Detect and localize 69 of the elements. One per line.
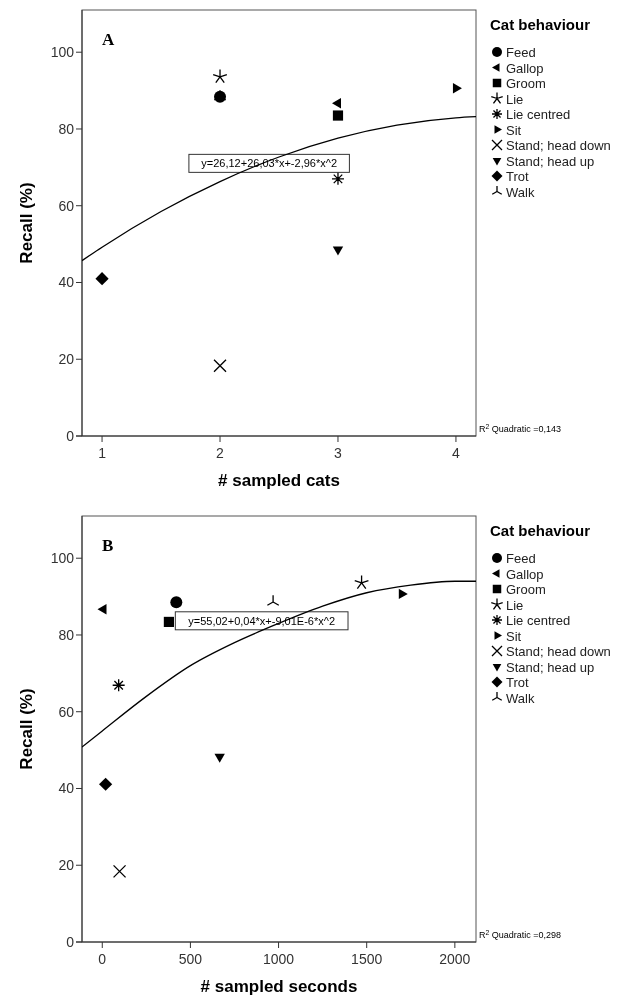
x-tick-label: 2000	[439, 951, 471, 967]
legend-label: Lie centred	[506, 613, 571, 628]
annotation: B	[102, 536, 114, 555]
x-tick-label: 1000	[262, 951, 295, 967]
legend-label: Trot	[506, 169, 530, 184]
legend-label: Lie	[506, 91, 524, 107]
point	[213, 359, 227, 373]
point	[331, 172, 345, 186]
line-series	[82, 580, 476, 748]
y-tick-label: 20	[58, 351, 75, 368]
point	[332, 246, 344, 256]
y-axis-title: Recall (%)	[17, 182, 36, 264]
point	[95, 272, 109, 286]
x-tick-label: 500	[178, 951, 203, 967]
point	[266, 594, 280, 606]
legend-label: Lie centred	[506, 107, 571, 122]
legend-label: Walk	[506, 690, 535, 706]
x-axis-title: # sampled seconds	[200, 977, 358, 996]
y-axis-title: Recall (%)	[17, 688, 36, 770]
point	[398, 588, 408, 600]
legend-title: Cat behaviour	[490, 522, 591, 539]
legend-label: Stand; head down	[506, 644, 611, 659]
y-tick-label: 40	[58, 780, 75, 797]
x-tick-label: 0	[98, 951, 107, 967]
y-tick-label: 20	[58, 857, 75, 874]
point	[354, 574, 370, 590]
point	[170, 596, 183, 609]
x-tick-label: 1	[98, 445, 107, 461]
legend-label: Groom	[506, 76, 546, 91]
y-tick-label: 100	[50, 550, 75, 567]
point	[112, 864, 127, 879]
legend-label: Sit	[506, 122, 522, 138]
legend-label: Trot	[506, 675, 530, 690]
point	[212, 68, 228, 84]
legend-label: Sit	[506, 628, 522, 644]
line-series	[82, 116, 476, 262]
x-tick-label: 2	[216, 445, 225, 461]
text: R$^{2}$ Quadratic =0,143	[479, 422, 562, 434]
x-tick-label: 1500	[351, 951, 383, 967]
legend-label: Stand; head up	[506, 153, 595, 169]
annotation: A	[102, 30, 115, 49]
y-tick-label: 80	[58, 120, 75, 137]
point	[112, 678, 126, 692]
x-axis-title: # sampled cats	[218, 471, 340, 490]
y-tick-label: 0	[66, 428, 75, 444]
legend-label: Gallop	[506, 60, 544, 76]
legend-label: Stand; head down	[506, 138, 611, 153]
legend-label: Feed	[506, 45, 536, 60]
x-tick-label: 3	[334, 445, 343, 461]
y-tick-label: 80	[58, 626, 75, 643]
legend-label: Gallop	[506, 566, 544, 582]
x-tick-label: 4	[452, 445, 461, 461]
point	[452, 83, 462, 94]
text: R$^{2}$ Quadratic =0,298	[479, 928, 562, 940]
legend-title: Cat behaviour	[490, 16, 591, 33]
point	[163, 616, 175, 628]
legend-label: Lie	[506, 597, 524, 613]
y-tick-label: 0	[66, 934, 75, 950]
legend-label: Walk	[506, 184, 535, 200]
point	[97, 604, 107, 615]
y-tick-label: 60	[58, 703, 75, 720]
y-tick-label: 60	[58, 197, 75, 214]
point	[99, 777, 113, 791]
legend-label: Feed	[506, 551, 536, 566]
y-tick-label: 40	[58, 274, 75, 291]
legend-label: Groom	[506, 582, 546, 597]
y-tick-label: 100	[50, 44, 75, 61]
point	[332, 110, 344, 121]
legend-label: Stand; head up	[506, 659, 595, 675]
